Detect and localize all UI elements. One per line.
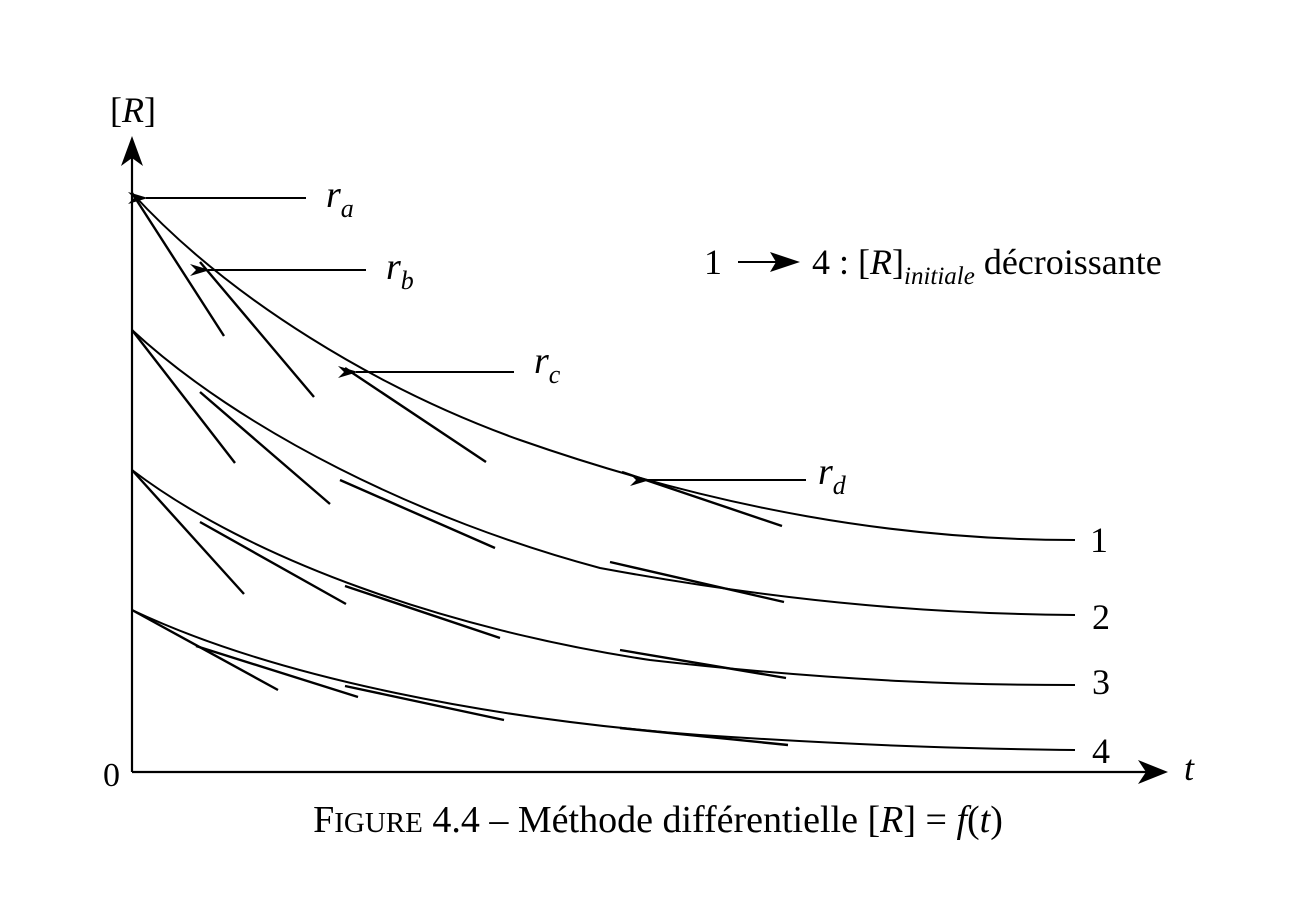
tangent-line-1c: [344, 367, 487, 463]
tangent-line-3c: [344, 584, 501, 640]
tangent-line-2c: [339, 478, 496, 550]
y-axis-label: [R]: [110, 90, 156, 130]
tangent-line-3d: [619, 648, 787, 680]
curve-label-3: 3: [1092, 662, 1110, 702]
tangent-line-4d: [619, 726, 789, 747]
tangent-line-2a: [131, 329, 236, 464]
decay-curve-2: [131, 329, 1076, 616]
tangent-line-3a: [131, 469, 245, 595]
label-rb: rb: [386, 246, 414, 295]
curve-label-2: 2: [1092, 597, 1110, 637]
tangent-line-4b: [195, 644, 359, 699]
x-axis-arrowhead: [1138, 760, 1168, 784]
legend-from: 1: [704, 242, 722, 282]
figure-caption: FIGURE 4.4 – Méthode différentielle [R] …: [313, 799, 1003, 841]
legend-arrowhead: [770, 252, 800, 272]
tangent-line-2d: [609, 560, 785, 604]
origin-label: 0: [103, 757, 120, 794]
tangent-line-1a: [130, 192, 226, 337]
label-rc: rc: [534, 340, 561, 389]
curve-label-4: 4: [1092, 731, 1110, 771]
label-rd: rd: [818, 451, 847, 500]
decay-curve-3: [131, 469, 1076, 686]
tangent-line-3b: [199, 520, 347, 606]
x-axis-label: t: [1184, 748, 1195, 788]
tangent-line-1b: [199, 261, 315, 398]
legend-text: 4 : [R]initiale décroissante: [812, 242, 1162, 290]
tangent-line-4c: [344, 684, 505, 722]
curve-label-1: 1: [1090, 520, 1108, 560]
decay-curve-1: [131, 192, 1076, 541]
label-ra: ra: [326, 174, 354, 223]
tangent-line-2b: [199, 391, 331, 505]
decay-curve-4: [131, 609, 1076, 751]
y-axis-arrowhead: [121, 136, 143, 166]
